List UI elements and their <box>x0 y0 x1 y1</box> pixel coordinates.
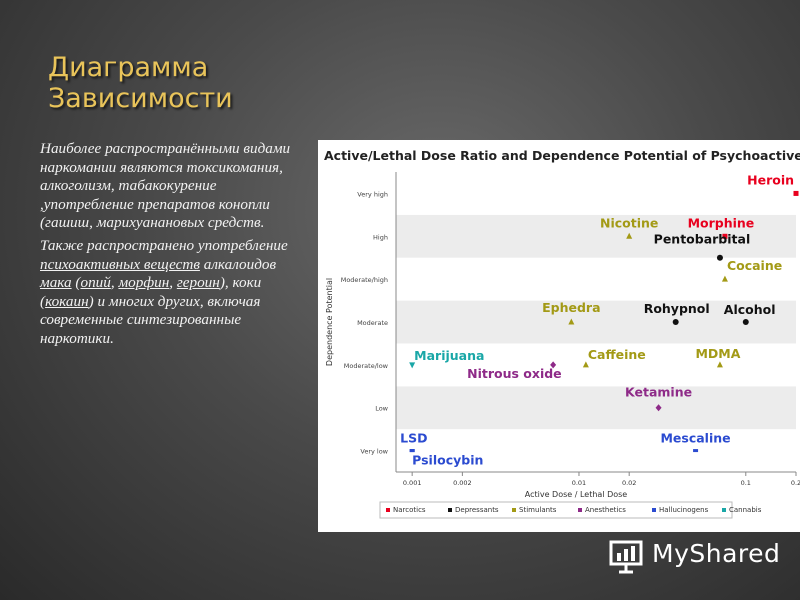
point-marijuana <box>409 362 416 369</box>
x-tick-label: 0.002 <box>453 479 472 487</box>
point-ketamine <box>655 404 662 412</box>
presentation-icon <box>609 540 643 574</box>
y-tick-label: Moderate/high <box>341 276 388 284</box>
link-morfin[interactable]: морфин <box>118 274 170 292</box>
x-tick-label: 0.001 <box>403 479 422 487</box>
point-alcohol <box>742 319 749 325</box>
label-mdma: MDMA <box>695 346 740 361</box>
grid-band <box>396 343 796 387</box>
x-tick-label: 0.02 <box>622 479 636 487</box>
legend-marker-depressants <box>448 508 452 512</box>
legend-marker-narcotics <box>386 508 390 512</box>
y-axis-label: Dependence Potential <box>325 278 334 366</box>
label-nitrous-oxide: Nitrous oxide <box>467 366 562 381</box>
link-psychoactive[interactable]: психоактивных веществ <box>40 255 200 273</box>
point-nitrous-oxide <box>550 361 557 369</box>
legend-label-stimulants: Stimulants <box>519 506 557 514</box>
x-tick-label: 0.2 <box>791 479 800 487</box>
chart-title: Active/Lethal Dose Ratio and Dependence … <box>324 148 800 163</box>
p2-text-e: , <box>169 274 177 292</box>
point-nicotine <box>626 232 633 239</box>
y-tick-label: Moderate <box>357 319 388 327</box>
p2-text-b: алкалоидов <box>199 255 277 273</box>
y-tick-label: Moderate/low <box>344 362 389 370</box>
label-ephedra: Ephedra <box>542 300 600 315</box>
legend-label-depressants: Depressants <box>455 506 499 514</box>
grid-band <box>396 172 796 215</box>
point-mdma <box>716 361 723 368</box>
legend-label-hallucinogens: Hallucinogens <box>659 506 709 514</box>
point-cocaine <box>721 275 728 282</box>
label-lsd: LSD <box>400 431 427 446</box>
point-rohypnol <box>672 319 679 325</box>
grid-band <box>396 257 796 301</box>
legend-marker-cannabis <box>722 508 726 512</box>
grid-band <box>396 386 796 430</box>
link-geroin[interactable]: героин <box>176 274 220 292</box>
label-heroin: Heroin <box>747 172 794 187</box>
y-tick-label: Very high <box>357 190 388 198</box>
label-rohypnol: Rohypnol <box>644 301 710 316</box>
body-text: Наиболее распространёнными видами нарком… <box>40 140 308 353</box>
label-ketamine: Ketamine <box>625 385 692 400</box>
p2-text-f: ), коки ( <box>40 274 262 310</box>
y-tick-label: Low <box>375 405 388 413</box>
legend-label-narcotics: Narcotics <box>393 506 426 514</box>
legend-label-cannabis: Cannabis <box>729 506 762 514</box>
link-mak[interactable]: мака <box>40 274 72 292</box>
title-line-1: Диаграмма <box>48 52 209 83</box>
label-cocaine: Cocaine <box>727 258 782 273</box>
point-pentobarbital <box>716 254 723 261</box>
link-kokain[interactable]: кокаин <box>45 292 89 310</box>
label-morphine: Morphine <box>688 215 755 230</box>
label-caffeine: Caffeine <box>588 347 646 362</box>
grid-band <box>396 214 796 258</box>
slide-title: Диаграмма Зависимости <box>48 52 308 114</box>
x-axis-label: Active Dose / Lethal Dose <box>525 490 628 499</box>
grid-band <box>396 300 796 344</box>
paragraph-1: Наиболее распространёнными видами нарком… <box>40 140 291 232</box>
label-nicotine: Nicotine <box>600 215 658 230</box>
dependence-chart: Active/Lethal Dose Ratio and Dependence … <box>324 148 800 519</box>
label-pentobarbital: Pentobarbital <box>654 232 751 247</box>
legend-marker-hallucinogens <box>652 508 656 512</box>
point-ephedra <box>568 318 575 325</box>
chart-panel: Active/Lethal Dose Ratio and Dependence … <box>318 140 800 532</box>
label-alcohol: Alcohol <box>724 302 776 317</box>
legend-marker-stimulants <box>512 508 516 512</box>
grid-band <box>396 429 796 472</box>
label-mescaline: Mescaline <box>660 431 730 446</box>
logo-text: MyShared <box>652 539 781 568</box>
title-line-2: Зависимости <box>48 83 233 114</box>
p2-text-a: Также распространено употребление <box>40 236 288 254</box>
p2-text-d: , <box>110 274 119 292</box>
point-psilocybin <box>409 449 415 453</box>
point-caffeine <box>582 361 589 368</box>
link-opiy[interactable]: опий <box>80 274 111 292</box>
legend-label-anesthetics: Anesthetics <box>585 506 626 514</box>
y-tick-label: High <box>373 233 388 241</box>
point-heroin <box>793 190 799 196</box>
point-morphine <box>722 233 728 239</box>
label-psilocybin: Psilocybin <box>412 453 483 468</box>
x-tick-label: 0.01 <box>572 479 586 487</box>
point-mescaline <box>693 449 699 453</box>
paragraph-2: Также распространено употребление психоа… <box>40 237 308 349</box>
label-marijuana: Marijuana <box>414 348 484 363</box>
y-tick-label: Very low <box>360 448 388 456</box>
x-tick-label: 0.1 <box>741 479 751 487</box>
legend-marker-anesthetics <box>578 508 582 512</box>
p2-text-c: ( <box>71 274 81 292</box>
legend-box <box>379 501 733 519</box>
p2-text-g: ) и многих других, включая современные с… <box>40 292 261 347</box>
myshared-logo: MyShared <box>607 536 787 576</box>
